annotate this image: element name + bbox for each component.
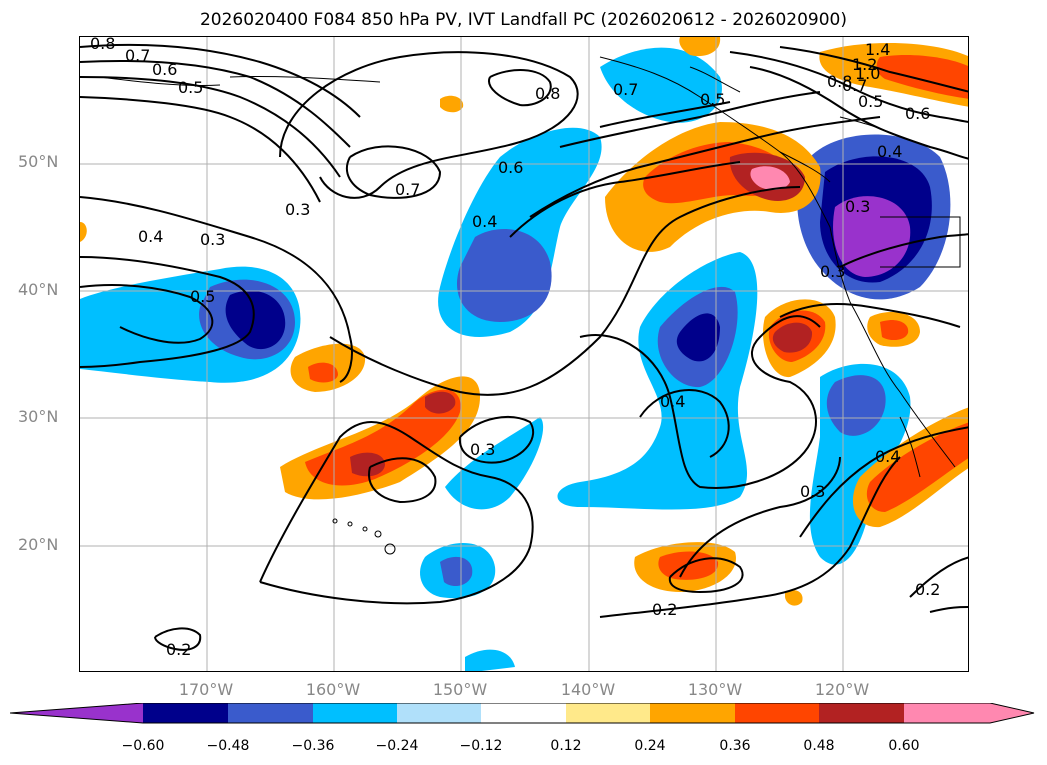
lon-label-170w: 170°W (178, 680, 234, 699)
contour-label: 1.2 (852, 55, 877, 74)
lat-label-30n: 30°N (18, 407, 59, 426)
lat-label-50n: 50°N (18, 152, 59, 171)
lon-label-120w: 120°W (814, 680, 870, 699)
contour-label: 0.5 (178, 78, 203, 97)
gridlines (80, 37, 968, 671)
lat-label-20n: 20°N (18, 535, 59, 554)
map-title: 2026020400 F084 850 hPa PV, IVT Landfall… (199, 10, 847, 30)
colorbar-segment (397, 703, 481, 723)
negative-anomaly-central-core (456, 229, 552, 322)
positive-anomaly-central-inner-2 (425, 391, 456, 414)
contour-label: 0.8 (827, 72, 852, 91)
contour-label: 0.6 (498, 158, 523, 177)
colorbar-segment (481, 703, 566, 723)
colorbar-segment (143, 703, 228, 723)
contour-label: 0.7 (395, 180, 420, 199)
negative-anomaly-bottom (465, 649, 515, 671)
contour-label: 0.5 (190, 287, 215, 306)
colorbar-segment (819, 703, 904, 723)
contour-label: 0.3 (800, 482, 825, 501)
colorbar-tick: −0.12 (459, 738, 503, 754)
contour-label: 0.2 (652, 600, 677, 619)
map-panel: 0.8 0.7 0.6 0.5 0.8 0.7 0.6 0.4 0.3 0.4 … (79, 36, 969, 672)
contour-label: 0.3 (845, 197, 870, 216)
positive-anomaly-top (679, 37, 721, 57)
lon-label-150w: 150°W (432, 680, 488, 699)
contour-label: 1.0 (855, 64, 880, 83)
positive-anomaly-coast-inner (772, 322, 813, 353)
positive-anomaly-spot-1 (440, 95, 464, 113)
positive-anomaly-small-core (308, 362, 338, 383)
contour-label: 0.3 (285, 200, 310, 219)
colorbar-segment (10, 703, 143, 723)
contour-label: 0.8 (90, 37, 115, 53)
colorbar-tick: −0.60 (121, 738, 165, 754)
contour-label: 0.4 (877, 142, 902, 161)
positive-anomaly-spot-2 (785, 590, 803, 606)
contour-label: 0.5 (858, 92, 883, 111)
colorbar-segments (10, 703, 1034, 723)
contour-label: 0.3 (470, 440, 495, 459)
positive-anomaly-central-core (305, 389, 461, 486)
colorbar-segment (228, 703, 313, 723)
colorbar-segment (650, 703, 735, 723)
contour-label: 0.8 (535, 84, 560, 103)
colorbar-segment (735, 703, 819, 723)
contour-labels: 0.8 0.7 0.6 0.5 0.8 0.7 0.6 0.4 0.3 0.4 … (90, 37, 940, 659)
colorbar-tick: −0.36 (291, 738, 335, 754)
negative-anomaly-northeast-inner (833, 196, 911, 277)
positive-anomaly-northeast-core (876, 55, 968, 99)
contour-label: 0.6 (152, 60, 177, 79)
contour-label: 0.7 (613, 80, 638, 99)
positive-anomaly-north-peak (750, 166, 790, 190)
colorbar-tick: 0.60 (888, 738, 920, 754)
colorbar (10, 703, 1035, 724)
negative-anomaly-east-inner (676, 313, 720, 362)
lat-label-40n: 40°N (18, 280, 59, 299)
contour-label: 0.5 (700, 90, 725, 109)
lon-label-160w: 160°W (305, 680, 361, 699)
contour-label: 0.6 (905, 104, 930, 123)
colorbar-tick: 0.48 (803, 738, 835, 754)
contour-label: 0.2 (166, 640, 191, 659)
contour-label: 0.4 (472, 212, 497, 231)
lon-label-140w: 140°W (560, 680, 616, 699)
contour-label: 0.7 (842, 76, 867, 95)
contour-lines (80, 43, 968, 651)
colorbar-tick: 0.36 (719, 738, 751, 754)
contour-label: 0.3 (820, 262, 845, 281)
contour-label: 0.7 (125, 46, 150, 65)
positive-anomaly-spot-3 (80, 222, 87, 242)
contour-label: 1.4 (865, 40, 890, 59)
colorbar-tick: −0.24 (375, 738, 419, 754)
shaded-field (80, 37, 968, 671)
colorbar-outline (10, 703, 1035, 724)
map-canvas: 0.8 0.7 0.6 0.5 0.8 0.7 0.6 0.4 0.3 0.4 … (80, 37, 968, 671)
negative-anomaly-southeast-core (826, 375, 886, 436)
positive-anomaly-central-inner (350, 452, 385, 477)
lon-label-130w: 130°W (687, 680, 743, 699)
colorbar-tick: −0.48 (206, 738, 250, 754)
colorbar-segment (566, 703, 650, 723)
contour-label: 0.4 (875, 447, 900, 466)
negative-anomaly-west-inner (225, 290, 286, 350)
contour-label: 0.4 (138, 227, 163, 246)
negative-anomaly-north (600, 47, 722, 123)
colorbar-tick: 0.12 (550, 738, 582, 754)
contour-label: 0.3 (200, 230, 225, 249)
negative-anomaly-south-core (440, 556, 473, 587)
contour-label: 0.2 (915, 580, 940, 599)
positive-anomaly-inland-core (880, 320, 909, 341)
colorbar-segment (313, 703, 397, 723)
colorbar-tick: 0.24 (634, 738, 666, 754)
colorbar-segment (904, 703, 1034, 723)
hawaiian-islands (332, 518, 396, 555)
contour-label: 0.4 (660, 392, 685, 411)
